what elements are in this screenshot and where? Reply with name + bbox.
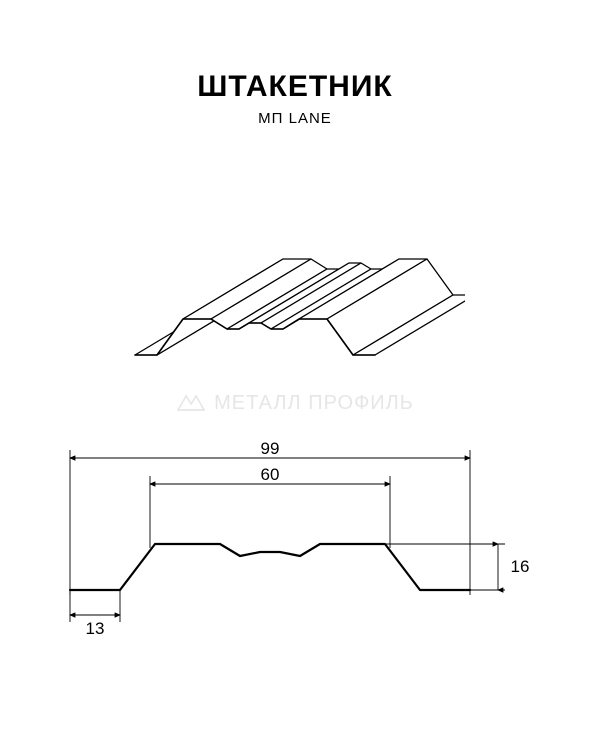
dim-total-width: 99: [261, 440, 280, 458]
dim-height: 16: [511, 557, 530, 576]
watermark-logo-icon: [176, 390, 206, 416]
profile-outline: [70, 544, 470, 590]
watermark-text: МЕТАЛЛ ПРОФИЛЬ: [214, 392, 414, 415]
cross-section-drawing: 99 60 16 13: [50, 440, 540, 640]
product-title: ШТАКЕТНИК: [0, 70, 590, 104]
dim-top-width: 60: [261, 465, 280, 484]
product-subtitle: МП LANE: [0, 110, 590, 127]
isometric-view: [125, 175, 465, 395]
dim-bottom-tab: 13: [86, 619, 105, 638]
watermark: МЕТАЛЛ ПРОФИЛЬ: [176, 390, 414, 416]
